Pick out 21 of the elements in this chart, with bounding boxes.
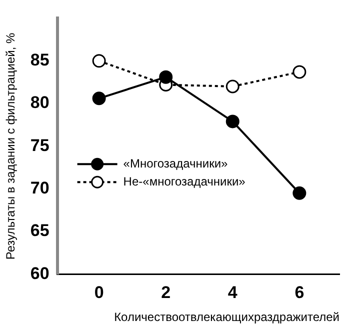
legend-label: Не-«многозадачники» [123,174,246,188]
y-tick-label: 65 [30,221,50,240]
y-axis-title: Результаты в задании с фильтрацией, % [4,32,18,260]
x-axis-title: Количествоотвлекающихраздражителей [114,310,340,324]
point [226,114,240,128]
x-tick-label: 2 [161,283,171,302]
y-tick-label: 85 [30,50,50,70]
y-tick-label: 80 [30,93,50,112]
point [92,54,106,68]
point [226,80,240,94]
point [292,65,306,79]
point [159,70,173,84]
point [292,186,306,200]
x-tick-label: 6 [294,283,304,302]
point [92,92,106,106]
y-tick-label: 70 [30,178,50,198]
legend-label: «Многозадачники» [123,156,228,170]
y-tick-label: 75 [30,136,50,155]
x-tick-label: 0 [94,283,104,302]
y-tick-label: 60 [30,264,50,283]
x-tick-label: 4 [228,283,238,302]
